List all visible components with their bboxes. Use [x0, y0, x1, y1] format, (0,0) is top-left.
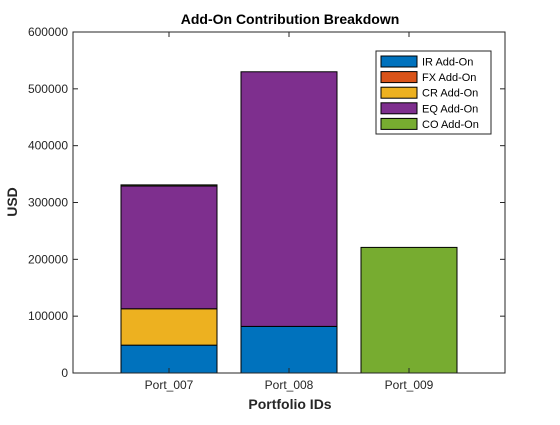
legend-swatch-eq-add-on — [380, 102, 418, 115]
legend-swatch-ir-add-on — [380, 55, 418, 68]
ticks-layer: 0 100000 200000 300000 400000 500000 600000 Por… — [28, 25, 505, 392]
bars-layer — [120, 71, 458, 374]
x-tick-label: Port_007 — [145, 378, 194, 392]
y-tick-label: 300000 — [28, 196, 68, 210]
y-tick-label: 100000 — [28, 309, 68, 323]
legend-swatch-fx-add-on — [380, 71, 418, 84]
y-tick-label: 500000 — [28, 82, 68, 96]
x-axis-label: Portfolio IDs — [248, 396, 331, 412]
bar-segment-port_008-ir-add-on — [240, 325, 338, 374]
bar-segment-port_007-co-add-on — [120, 184, 218, 187]
bar-segment-port_007-eq-add-on — [120, 185, 218, 310]
x-tick-label: Port_008 — [265, 378, 314, 392]
legend-label: FX Add-On — [422, 72, 476, 84]
y-tick-label: 200000 — [28, 252, 68, 266]
y-tick-label: 0 — [61, 366, 68, 380]
y-axis-label: USD — [4, 187, 20, 217]
legend-label: CO Add-On — [422, 119, 479, 131]
bar-segment-port_009-co-add-on — [360, 246, 458, 374]
legend-label: CR Add-On — [422, 88, 478, 100]
bar-segment-port_008-eq-add-on — [240, 71, 338, 327]
legend-label: IR Add-On — [422, 57, 473, 69]
legend-swatch-cr-add-on — [380, 86, 418, 99]
chart-title: Add-On Contribution Breakdown — [181, 11, 400, 27]
legend-label: EQ Add-On — [422, 103, 478, 115]
x-tick-label: Port_009 — [385, 378, 434, 392]
y-tick-label: 600000 — [28, 25, 68, 39]
legend-swatch-co-add-on — [380, 117, 418, 130]
legend: IR Add-On FX Add-On CR Add-On EQ Add-On CO A… — [375, 50, 492, 135]
bar-segment-port_007-cr-add-on — [120, 308, 218, 346]
y-tick-label: 400000 — [28, 139, 68, 153]
